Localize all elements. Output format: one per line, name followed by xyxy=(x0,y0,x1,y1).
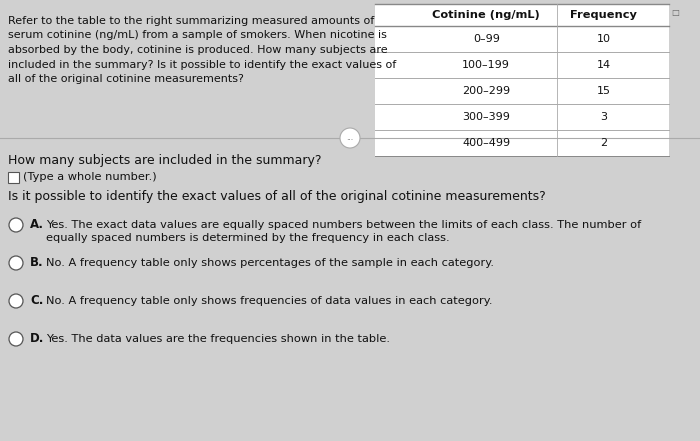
Text: A.: A. xyxy=(30,218,44,232)
Circle shape xyxy=(340,128,360,148)
Text: (Type a whole number.): (Type a whole number.) xyxy=(23,172,157,183)
Text: 10: 10 xyxy=(597,34,611,44)
Text: No. A frequency table only shows frequencies of data values in each category.: No. A frequency table only shows frequen… xyxy=(46,296,493,306)
Text: 400–499: 400–499 xyxy=(462,138,510,148)
Text: No. A frequency table only shows percentages of the sample in each category.: No. A frequency table only shows percent… xyxy=(46,258,494,268)
Text: 300–399: 300–399 xyxy=(462,112,510,122)
Circle shape xyxy=(9,256,23,270)
Text: 200–299: 200–299 xyxy=(462,86,510,96)
Text: absorbed by the body, cotinine is produced. How many subjects are: absorbed by the body, cotinine is produc… xyxy=(8,45,388,55)
Text: 100–199: 100–199 xyxy=(462,60,510,70)
Text: Cotinine (ng/mL): Cotinine (ng/mL) xyxy=(433,10,540,20)
Text: 14: 14 xyxy=(597,60,611,70)
Circle shape xyxy=(9,294,23,308)
Text: C.: C. xyxy=(30,295,43,307)
Text: ...: ... xyxy=(346,134,354,142)
Text: □: □ xyxy=(671,8,680,17)
Text: Frequency: Frequency xyxy=(570,10,637,20)
Text: B.: B. xyxy=(30,257,43,269)
Text: all of the original cotinine measurements?: all of the original cotinine measurement… xyxy=(8,74,244,84)
Text: 15: 15 xyxy=(597,86,611,96)
Text: Refer to the table to the right summarizing measured amounts of: Refer to the table to the right summariz… xyxy=(8,16,374,26)
Text: equally spaced numbers is determined by the frequency in each class.: equally spaced numbers is determined by … xyxy=(46,233,449,243)
Circle shape xyxy=(9,332,23,346)
Text: 3: 3 xyxy=(601,112,608,122)
Text: D.: D. xyxy=(30,333,44,345)
Text: Yes. The exact data values are equally spaced numbers between the limits of each: Yes. The exact data values are equally s… xyxy=(46,220,641,230)
Text: serum cotinine (ng/mL) from a sample of smokers. When nicotine is: serum cotinine (ng/mL) from a sample of … xyxy=(8,30,387,41)
Text: 2: 2 xyxy=(601,138,608,148)
Text: included in the summary? Is it possible to identify the exact values of: included in the summary? Is it possible … xyxy=(8,60,396,70)
Circle shape xyxy=(9,218,23,232)
Text: 0–99: 0–99 xyxy=(473,34,500,44)
Text: How many subjects are included in the summary?: How many subjects are included in the su… xyxy=(8,154,321,167)
FancyBboxPatch shape xyxy=(8,172,19,183)
Text: Yes. The data values are the frequencies shown in the table.: Yes. The data values are the frequencies… xyxy=(46,334,390,344)
FancyBboxPatch shape xyxy=(374,4,668,156)
Text: Is it possible to identify the exact values of all of the original cotinine meas: Is it possible to identify the exact val… xyxy=(8,190,546,203)
